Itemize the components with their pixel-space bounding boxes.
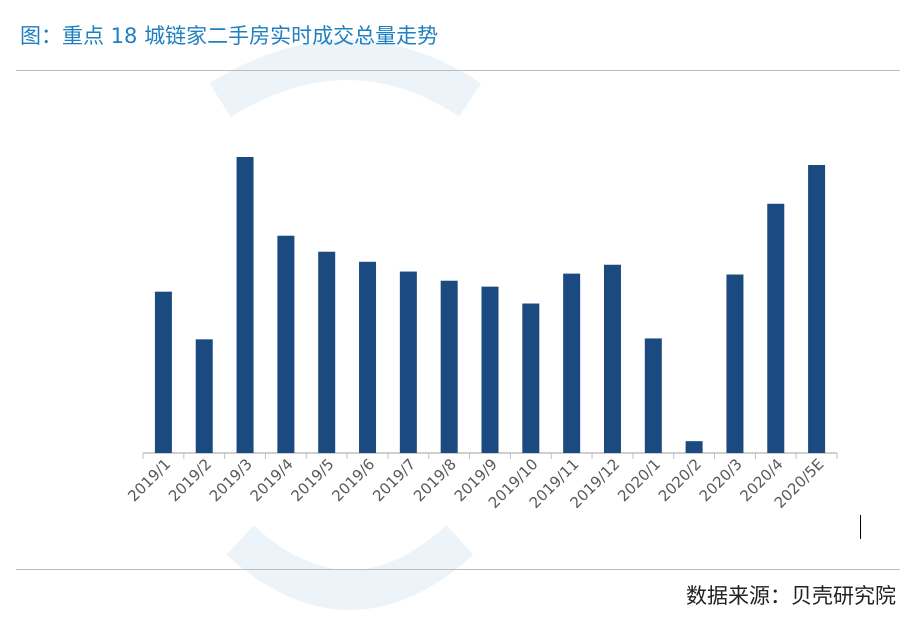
bar-2019/6 — [359, 261, 377, 453]
bar-2019/8 — [440, 280, 458, 453]
x-tick-label: 2019/2 — [165, 455, 215, 505]
watermark-logo-icon — [209, 40, 482, 610]
x-tick-label: 2019/6 — [328, 455, 378, 505]
bar-2019/9 — [481, 286, 499, 453]
bar-2019/3 — [236, 157, 254, 453]
x-tick-label: 2019/1 — [124, 455, 174, 505]
x-tick-label: 2019/8 — [410, 455, 460, 505]
bar-2019/10 — [522, 303, 540, 453]
text-cursor — [860, 515, 861, 539]
bar-2020/3 — [726, 274, 744, 453]
chart-title: 图：重点 18 城链家二手房实时成交总量走势 — [20, 24, 439, 48]
bar-2019/12 — [603, 264, 621, 453]
bar-2019/7 — [399, 271, 417, 453]
x-tick-label: 2020/3 — [696, 455, 746, 505]
x-tick-label: 2020/2 — [655, 455, 705, 505]
bar-2020/2 — [685, 441, 703, 453]
bar-2019/5 — [318, 251, 336, 453]
x-tick-label: 2019/4 — [247, 455, 297, 505]
bar-2019/2 — [195, 339, 213, 453]
bar-2019/11 — [563, 273, 581, 453]
top-divider — [16, 70, 900, 71]
x-tick-label: 2019/5 — [287, 455, 337, 505]
bar-2020/1 — [644, 338, 662, 453]
data-source: 数据来源：贝壳研究院 — [686, 584, 896, 608]
bar-2019/4 — [277, 235, 295, 453]
bar-2020/5E — [808, 164, 826, 453]
x-tick-label: 2019/7 — [369, 455, 419, 505]
bar-2019/1 — [154, 291, 172, 453]
bar-2020/4 — [767, 203, 785, 453]
bottom-divider — [16, 569, 900, 570]
x-tick-label: 2019/3 — [206, 455, 256, 505]
x-tick-label: 2020/1 — [614, 455, 664, 505]
